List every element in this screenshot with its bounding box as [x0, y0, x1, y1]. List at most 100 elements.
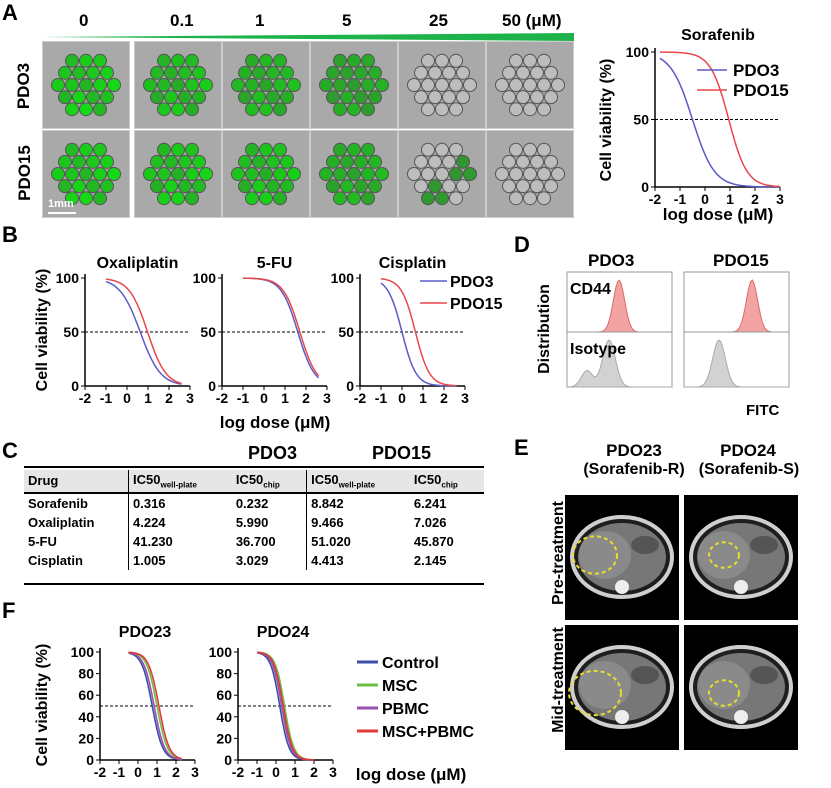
table-group-pdo3: PDO3	[248, 443, 298, 463]
curve-pdo3	[242, 277, 320, 379]
y-tick-label: 20	[216, 730, 232, 746]
legend-label: MSC+PBMC	[382, 724, 474, 741]
y-tick-label: 60	[78, 687, 94, 703]
x-tick-label: 2	[440, 390, 448, 406]
table-cell: 7.026	[413, 514, 447, 530]
legend-label: PDO15	[450, 296, 503, 313]
table-row: Cisplatin 1.005 3.029 4.413 2.145	[24, 550, 484, 570]
organoid-image	[42, 130, 130, 218]
dose-label: 0.1	[170, 11, 194, 30]
x-tick-label: -2	[216, 390, 229, 406]
table-cell: 1.005	[127, 550, 232, 570]
y-tick-label: 50	[633, 112, 649, 128]
y-tick-label: 100	[209, 644, 233, 660]
panel-f-ylabel: Cell viability (%)	[34, 644, 51, 767]
y-tick-label: 40	[216, 709, 232, 725]
x-axis-label: log dose (μM)	[663, 205, 774, 224]
organoid-image	[310, 41, 398, 129]
table-cell: 4.224	[127, 512, 232, 532]
histogram-frame	[683, 271, 790, 333]
histogram	[684, 339, 789, 388]
table-cell: 41.230	[127, 531, 232, 551]
chart-title-5-fu: 5-FU	[257, 255, 293, 272]
ct-subtitle-pdo23: (Sorafenib-R)	[583, 461, 685, 478]
table-top-rule	[24, 466, 484, 468]
x-tick-label: 0	[123, 390, 131, 406]
x-tick-label: -1	[674, 191, 687, 207]
curve-msc-pbmc	[257, 651, 315, 761]
x-tick-label: 0	[701, 191, 709, 207]
curve-pbmc	[128, 651, 182, 761]
organoid-image	[310, 130, 398, 218]
table-cell: 8.842	[306, 492, 410, 513]
y-tick-label: 0	[86, 752, 94, 768]
organoid-image	[486, 130, 574, 218]
legend-label: PDO3	[450, 274, 494, 291]
ct-scan	[565, 625, 679, 750]
y-tick-label: 100	[56, 270, 80, 286]
panel-label-b: B	[2, 222, 18, 247]
x-tick-label: -1	[375, 390, 388, 406]
col-ic50-chip-pdo15: IC50chip	[409, 470, 484, 494]
y-tick-label: 50	[338, 324, 354, 340]
histogram	[566, 339, 672, 388]
x-tick-label: 0	[134, 764, 142, 780]
x-tick-label: 2	[172, 764, 180, 780]
legend-label: MSC	[382, 678, 418, 695]
ct-scan	[684, 625, 798, 750]
x-tick-label: 1	[144, 390, 152, 406]
x-tick-label: -2	[79, 390, 92, 406]
curve-pdo3	[659, 57, 780, 188]
y-tick-label: 0	[346, 378, 354, 394]
panel-label-a: A	[2, 0, 18, 25]
legend-label: Control	[382, 655, 439, 672]
y-tick-label: 100	[626, 44, 650, 60]
chart-title-pdo24: PDO24	[257, 624, 310, 641]
curve-pdo15	[105, 278, 182, 385]
col-ic50-well-pdo15: IC50well-plate	[306, 470, 410, 494]
col-drug: Drug	[24, 470, 129, 494]
x-tick-label: -2	[354, 390, 367, 406]
x-tick-label: 1	[291, 764, 299, 780]
x-tick-label: 2	[751, 191, 759, 207]
x-tick-label: -2	[94, 764, 107, 780]
ct-scan	[684, 495, 798, 620]
y-tick-label: 40	[78, 709, 94, 725]
flow-title-pdo15: PDO15	[713, 251, 769, 270]
y-tick-label: 100	[71, 644, 95, 660]
x-tick-label: -1	[251, 764, 264, 780]
table-cell: 0.316	[127, 492, 232, 513]
curve-pdo15	[380, 278, 457, 387]
table-cell: Cisplatin	[28, 552, 83, 568]
y-tick-label: 80	[78, 666, 94, 682]
ic50-table: Drug IC50well-plate IC50chip IC50well-pl…	[24, 470, 484, 570]
chart-title-pdo23: PDO23	[119, 624, 172, 641]
table-cell: 4.413	[306, 550, 410, 570]
scalebar-label: 1mm	[48, 198, 74, 210]
legend-label: PDO15	[733, 81, 789, 100]
ct-scan	[565, 495, 679, 620]
table-cell: 36.700	[235, 533, 276, 549]
x-tick-label: 1	[281, 390, 289, 406]
table-header-row: Drug IC50well-plate IC50chip IC50well-pl…	[24, 470, 484, 494]
x-tick-label: -1	[100, 390, 113, 406]
table-cell: 5.990	[235, 514, 269, 530]
panel-f-xlabel: log dose (μM)	[356, 765, 467, 784]
table-cell: 9.466	[306, 512, 410, 532]
y-axis-label: Cell viability (%)	[598, 59, 615, 182]
y-tick-label: 0	[71, 378, 79, 394]
ct-title-pdo23: PDO23	[606, 441, 662, 460]
organoid-image	[134, 130, 222, 218]
organoid-image	[398, 130, 486, 218]
dose-label: 5	[342, 11, 352, 30]
dose-label: 25	[429, 11, 448, 30]
dose-label: 0	[79, 11, 89, 30]
x-tick-label: -2	[232, 764, 245, 780]
dose-gradient-bar	[42, 33, 574, 41]
curve-pdo3	[105, 280, 182, 385]
table-cell: 45.870	[413, 533, 454, 549]
x-tick-label: 0	[398, 390, 406, 406]
flow-marker-label: CD44	[570, 281, 611, 298]
panel-a-microscopy: 0 0.1 1 5 25 50 (μM) PDO3 PDO15 1mm	[0, 0, 580, 225]
x-tick-label: 1	[726, 191, 734, 207]
